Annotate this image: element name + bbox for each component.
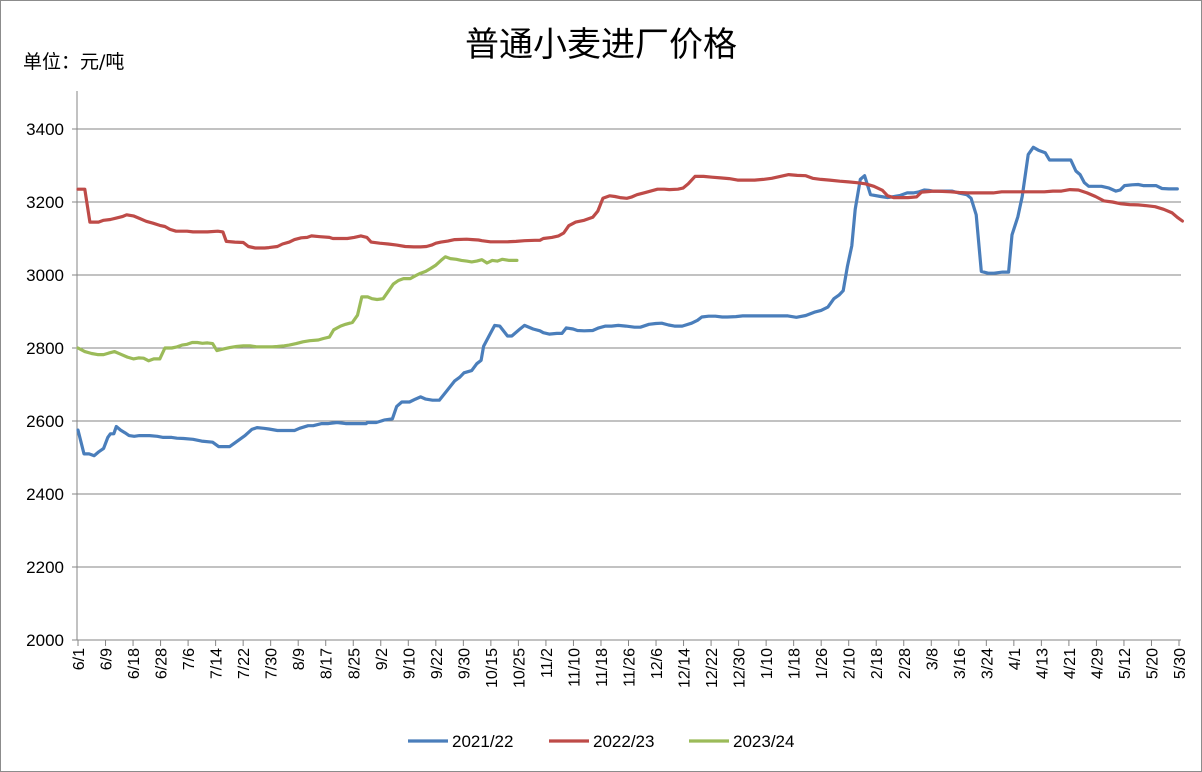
series-line-2021-22	[76, 145, 1179, 458]
x-tick-label: 1/10	[759, 648, 776, 679]
legend: 2021/22 2022/23 2023/24	[408, 732, 794, 751]
y-tick-label: 3000	[26, 266, 64, 285]
x-tick-label: 2/10	[842, 648, 859, 679]
legend-label: 2023/24	[733, 732, 794, 751]
x-tick-labels: 6/1 6/9 6/18 6/28 7/6 7/14 7/22 7/30 8/9 8/17 8/25…	[71, 648, 1189, 688]
x-tick-label: 12/22	[704, 648, 721, 688]
x-tick-label: 10/25	[511, 648, 528, 688]
x-tick-label: 2/18	[869, 648, 886, 679]
legend-label: 2022/23	[593, 732, 654, 751]
x-tick-label: 11/2	[539, 648, 556, 678]
x-tick-label: 6/18	[126, 648, 143, 679]
x-tick-label: 5/30	[1172, 648, 1189, 679]
x-tick-label: 8/9	[291, 648, 308, 670]
series-line-2022-23	[76, 173, 1185, 250]
unit-label: 单位：元/吨	[23, 51, 124, 73]
x-tick-label: 3/24	[979, 648, 996, 679]
x-tick-label: 8/17	[319, 648, 336, 679]
x-tick-label: 9/30	[456, 648, 473, 679]
y-tick-label: 2000	[26, 631, 64, 650]
x-tick-label: 9/10	[401, 648, 418, 679]
x-tick-label: 12/14	[677, 648, 694, 688]
series-lines	[76, 145, 1185, 458]
x-tick-label: 9/2	[374, 648, 391, 670]
x-tick-label: 4/29	[1089, 648, 1106, 679]
x-tick-label: 5/12	[1117, 648, 1134, 679]
y-tick-label: 2200	[26, 558, 64, 577]
x-tick-label: 9/22	[429, 648, 446, 679]
x-tick-label: 2/28	[897, 648, 914, 679]
x-tick-label: 8/25	[346, 648, 363, 679]
x-tick-label: 6/9	[99, 648, 116, 670]
x-tick-label: 6/1	[71, 648, 88, 670]
legend-label: 2021/22	[452, 732, 513, 751]
x-tick-label: 4/21	[1062, 648, 1079, 679]
y-tick-label: 2600	[26, 412, 64, 431]
x-tick-label: 1/18	[787, 648, 804, 679]
x-tick-label: 7/30	[264, 648, 281, 679]
y-tick-label: 2800	[26, 339, 64, 358]
y-tick-label: 3400	[26, 120, 64, 139]
x-tick-label: 11/18	[594, 648, 611, 687]
x-tick-label: 7/22	[236, 648, 253, 679]
x-tick-label: 3/8	[924, 648, 941, 670]
x-tick-label: 11/10	[566, 648, 583, 687]
x-tick-label: 4/13	[1034, 648, 1051, 679]
gridlines	[72, 128, 1181, 646]
x-tick-label: 3/16	[952, 648, 969, 679]
y-tick-label: 3200	[26, 193, 64, 212]
x-tick-label: 11/26	[622, 648, 639, 687]
x-tick-label: 10/15	[484, 648, 501, 688]
x-tick-label: 1/26	[814, 648, 831, 679]
x-tick-label: 5/20	[1144, 648, 1161, 679]
x-tick-label: 7/6	[181, 648, 198, 670]
y-tick-label: 2400	[26, 485, 64, 504]
axes	[76, 91, 1181, 641]
series-line-2023-24	[76, 255, 519, 363]
chart-title: 普通小麦进厂价格	[465, 25, 737, 65]
x-tick-label: 7/14	[209, 648, 226, 679]
x-tick-label: 12/6	[649, 648, 666, 679]
x-tick-label: 4/1	[1007, 648, 1024, 670]
x-tick-label: 12/30	[732, 648, 749, 688]
x-tick-label: 6/28	[154, 648, 171, 679]
y-tick-labels: 2000 2200 2400 2600 2800 3000 3200 3400	[26, 120, 64, 650]
